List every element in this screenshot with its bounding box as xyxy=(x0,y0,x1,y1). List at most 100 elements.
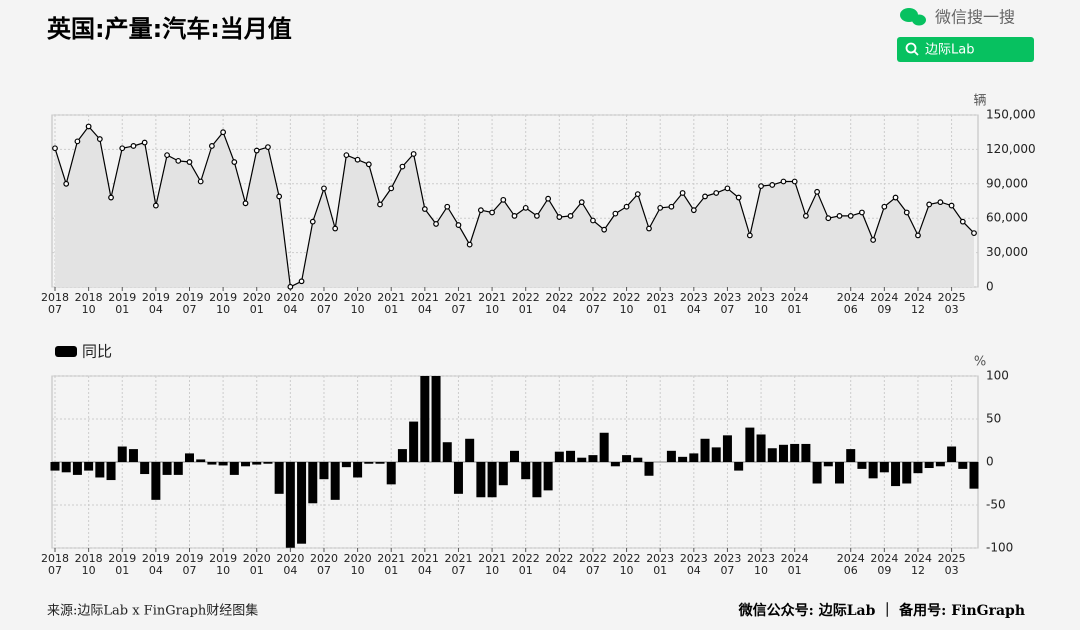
x-tick-label: 2024 12 xyxy=(903,552,932,577)
bar xyxy=(285,462,295,548)
bar xyxy=(666,450,676,462)
point xyxy=(477,207,484,214)
bar xyxy=(106,462,116,481)
bar xyxy=(722,435,732,462)
bar xyxy=(857,462,867,469)
point xyxy=(63,180,70,187)
point xyxy=(814,188,820,195)
point xyxy=(690,207,697,214)
y-unit: % xyxy=(974,355,986,370)
x-tick-label: 2021 07 xyxy=(444,291,473,316)
bar xyxy=(465,438,475,462)
bar xyxy=(386,462,396,485)
bar xyxy=(72,462,82,475)
wechat-icon xyxy=(900,8,926,26)
x-tick-label: 2025 03 xyxy=(937,291,966,316)
bar xyxy=(689,453,699,462)
search-button-label[interactable]: 边际Lab xyxy=(925,43,974,58)
bar xyxy=(521,462,531,480)
point xyxy=(668,203,675,210)
bar xyxy=(588,455,598,462)
x-tick-label: 2022 07 xyxy=(578,291,607,316)
point xyxy=(758,183,764,189)
bar xyxy=(913,462,923,474)
point xyxy=(713,190,720,196)
x-tick-label: 2023 07 xyxy=(713,552,742,577)
bar xyxy=(510,450,519,462)
bar xyxy=(678,456,688,462)
x-tick-label: 2023 07 xyxy=(713,291,742,316)
x-tick-label: 2024 06 xyxy=(836,552,865,577)
bar xyxy=(476,462,486,498)
point xyxy=(746,232,753,239)
y-tick-label: 120,000 xyxy=(986,142,1036,156)
bar xyxy=(778,444,788,462)
bar xyxy=(173,462,183,475)
y-tick-label: -100 xyxy=(986,541,1013,555)
point xyxy=(522,204,529,211)
point xyxy=(220,129,227,136)
bar xyxy=(50,462,60,471)
point xyxy=(702,193,708,200)
bar xyxy=(128,449,138,462)
point xyxy=(455,222,462,228)
point xyxy=(679,190,686,196)
x-tick-label: 2023 04 xyxy=(679,552,708,577)
point xyxy=(500,196,507,203)
point xyxy=(634,191,641,198)
bar xyxy=(566,450,576,462)
bar xyxy=(184,453,194,462)
chart-title: 英国:产量:汽车:当月值 xyxy=(47,15,292,43)
bar xyxy=(633,457,643,462)
point xyxy=(175,157,182,164)
point xyxy=(85,123,92,130)
x-tick-label: 2024 12 xyxy=(903,291,932,316)
bar xyxy=(218,462,228,466)
x-tick-label: 2023 01 xyxy=(646,552,675,577)
bar xyxy=(756,434,766,462)
y-tick-label: 50 xyxy=(986,412,1001,426)
search-icon xyxy=(913,50,919,56)
point xyxy=(365,161,372,168)
y-tick-label: 60,000 xyxy=(986,211,1028,225)
bar xyxy=(61,462,71,473)
point xyxy=(623,203,630,210)
x-tick-label: 2025 03 xyxy=(937,552,966,577)
x-tick-label: 2021 01 xyxy=(377,552,406,577)
bar xyxy=(498,462,508,486)
point xyxy=(444,203,451,210)
bar xyxy=(554,451,564,462)
bar xyxy=(801,443,811,462)
bar xyxy=(453,462,463,494)
x-tick-label: 2022 10 xyxy=(612,552,641,577)
bar xyxy=(117,446,127,462)
x-tick-label: 2021 07 xyxy=(444,552,473,577)
x-tick-label: 2019 07 xyxy=(175,552,204,577)
point xyxy=(881,203,888,210)
point xyxy=(287,283,294,290)
point xyxy=(309,218,316,225)
x-tick-label: 2021 10 xyxy=(478,291,507,316)
search-icon xyxy=(905,42,917,54)
point xyxy=(534,213,540,219)
bar xyxy=(162,462,172,475)
point xyxy=(399,163,406,170)
search-button[interactable] xyxy=(897,37,1034,62)
point xyxy=(657,204,664,211)
bar xyxy=(487,462,497,498)
point xyxy=(870,237,877,243)
point xyxy=(141,139,148,146)
bar xyxy=(274,462,284,494)
bar xyxy=(431,376,441,462)
bar xyxy=(610,462,620,467)
x-tick-label: 2019 04 xyxy=(141,291,170,316)
bar xyxy=(532,462,542,498)
x-tick-label: 2019 01 xyxy=(108,552,137,577)
point xyxy=(892,194,899,201)
x-tick-label: 2022 07 xyxy=(578,552,607,577)
source-note: 来源:边际Lab x FinGraph财经图集 xyxy=(47,603,258,619)
y-tick-label: 30,000 xyxy=(986,245,1028,259)
x-tick-label: 2020 10 xyxy=(343,291,372,316)
